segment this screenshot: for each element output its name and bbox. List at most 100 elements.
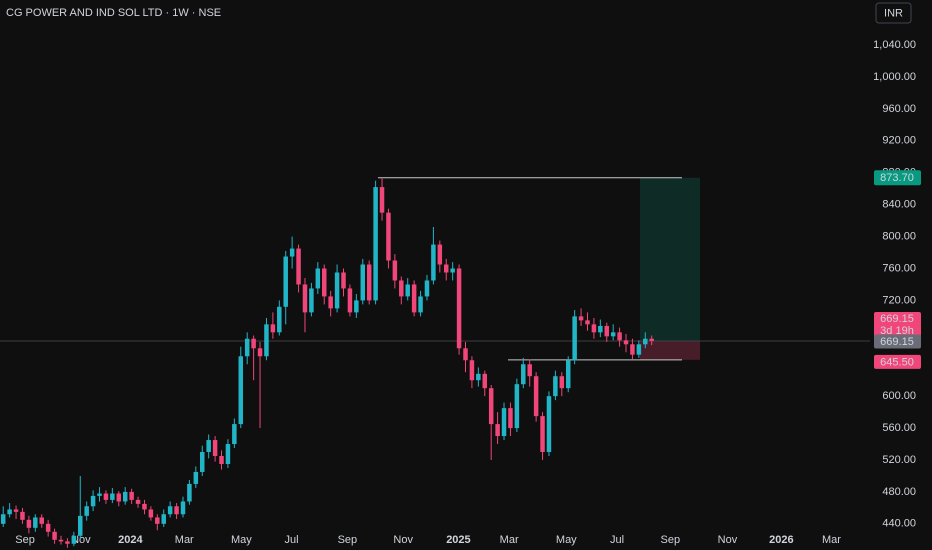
candle-body	[206, 440, 211, 453]
x-tick-label: Jul	[610, 534, 624, 546]
candle-body	[411, 284, 417, 313]
candle-body	[270, 324, 276, 333]
candle-body	[546, 396, 552, 453]
candle-body	[45, 523, 51, 532]
candle-body	[578, 316, 584, 321]
candle-body	[431, 244, 436, 281]
y-tick-label: 520.00	[882, 454, 916, 466]
candle-body	[598, 325, 603, 333]
candle-body	[180, 501, 186, 515]
candle-body	[450, 268, 455, 273]
x-tick-label: 2024	[118, 534, 143, 546]
x-tick-label: May	[231, 534, 252, 546]
candle-body	[78, 515, 83, 536]
candle-body	[585, 320, 590, 325]
candle-body	[238, 356, 244, 425]
y-tick-label: 800.00	[882, 230, 916, 242]
candle-body	[610, 332, 616, 337]
x-tick-label: Nov	[71, 534, 91, 546]
price-label: 669.15	[880, 336, 914, 348]
candle-body	[360, 264, 366, 301]
candle-body	[129, 491, 134, 500]
candle-body	[283, 256, 288, 307]
candle-body	[572, 316, 577, 361]
candle-body	[257, 348, 263, 357]
candle-body	[65, 541, 70, 544]
candle-body	[354, 300, 359, 313]
candle-body	[167, 506, 173, 515]
candle-body	[309, 288, 314, 313]
price-label-box	[874, 311, 921, 338]
candle-body	[289, 248, 295, 257]
candle-body	[469, 360, 475, 381]
candle-body	[328, 296, 333, 309]
candle-body	[52, 531, 57, 540]
currency-label[interactable]: INR	[884, 7, 903, 19]
candle-body	[0, 514, 6, 524]
candle-body	[296, 248, 301, 285]
candle-body	[405, 284, 410, 297]
profit-zone	[640, 177, 700, 341]
candle-body	[116, 493, 122, 502]
candle-body	[321, 268, 327, 297]
y-tick-label: 1,040.00	[873, 39, 916, 51]
candle-body	[225, 444, 231, 464]
y-tick-label: 960.00	[882, 103, 916, 115]
candle-body	[495, 424, 500, 437]
candle-body	[347, 288, 353, 313]
candle-body	[386, 212, 391, 261]
candle-body	[122, 491, 128, 502]
candle-body	[232, 424, 237, 445]
x-tick-label: Nov	[393, 534, 413, 546]
candle-body	[315, 268, 321, 289]
candle-body	[341, 272, 346, 289]
candle-body	[264, 324, 269, 357]
candle-body	[58, 539, 64, 542]
y-tick-label: 720.00	[882, 294, 916, 306]
price-label: 873.70	[880, 172, 914, 184]
price-label-box	[874, 170, 921, 186]
y-tick-label: 560.00	[882, 422, 916, 434]
candle-body	[630, 344, 635, 355]
x-tick-label: 2026	[769, 534, 793, 546]
candle-body	[187, 483, 192, 502]
currency-button[interactable]	[875, 2, 912, 24]
y-tick-label: 920.00	[882, 135, 916, 147]
candle-body	[373, 187, 378, 301]
candle-body	[39, 517, 44, 524]
candle-body	[533, 376, 539, 417]
candle-body	[623, 340, 629, 345]
x-tick-label: Sep	[338, 534, 358, 546]
y-tick-label: 440.00	[882, 518, 916, 530]
candle-body	[501, 408, 507, 437]
price-label: 669.15	[880, 313, 914, 325]
candle-body	[219, 456, 224, 464]
candle-body	[26, 519, 32, 528]
candle-body	[366, 264, 372, 301]
y-tick-label: 480.00	[882, 486, 916, 498]
candle-body	[200, 452, 205, 472]
candle-body	[521, 364, 526, 385]
y-tick-label: 1,000.00	[873, 71, 916, 83]
candle-body	[553, 376, 558, 397]
candle-body	[514, 384, 520, 429]
candle-body	[482, 373, 488, 389]
candle-body	[155, 517, 160, 524]
candle-body	[13, 509, 19, 512]
y-tick-label: 600.00	[882, 390, 916, 402]
x-tick-label: Mar	[822, 534, 841, 546]
price-label-box	[874, 334, 921, 349]
candle-body	[392, 260, 398, 281]
x-tick-label: May	[556, 534, 577, 546]
y-tick-label: 840.00	[882, 199, 916, 211]
candle-body	[476, 373, 481, 381]
x-tick-label: Jul	[284, 534, 298, 546]
countdown-label: 3d 19h	[880, 325, 914, 337]
candle-body	[443, 264, 449, 273]
candle-body	[527, 364, 532, 377]
candle-body	[456, 268, 462, 349]
candle-body	[244, 338, 250, 357]
